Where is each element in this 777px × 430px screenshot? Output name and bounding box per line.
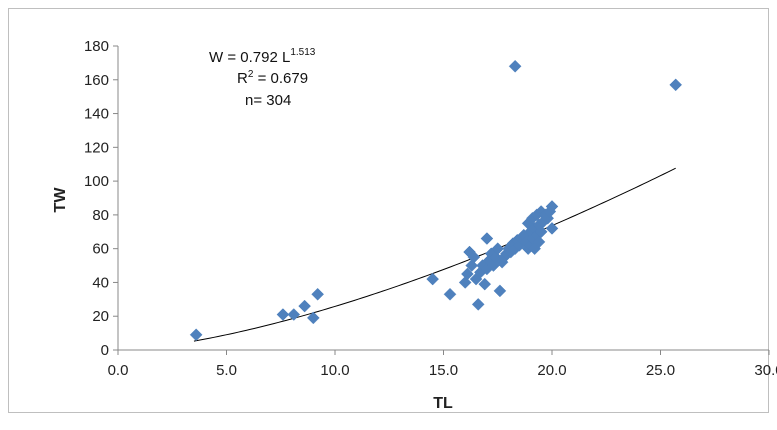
y-tick-label: 40 (92, 274, 109, 291)
x-tick-label: 25.0 (646, 362, 675, 379)
data-point (669, 78, 683, 92)
sample-size-label: n= 304 (245, 92, 291, 109)
data-point (508, 59, 522, 73)
equation-exponent: 1.513 (290, 47, 315, 58)
data-points (189, 59, 683, 342)
r-squared-sup: 2 (248, 69, 254, 80)
data-point (532, 235, 546, 249)
x-tick-label: 0.0 (108, 362, 129, 379)
y-axis-title: TW (52, 187, 69, 213)
x-axis-title: TL (433, 395, 453, 412)
data-point (306, 311, 320, 325)
data-point (287, 308, 301, 321)
data-point (461, 267, 474, 281)
scatter-chart: 0.0 5.0 10.0 15.0 20.0 25.0 30.0 0 20 40 60 80 100 12… (52, 38, 777, 412)
data-point (493, 284, 507, 298)
power-trendline (193, 167, 676, 342)
y-tick-label: 80 (92, 207, 109, 224)
data-point (534, 225, 548, 239)
chart-frame: 0.0 5.0 10.0 15.0 20.0 25.0 30.0 0 20 40 60 80 100 12… (8, 8, 777, 413)
r-squared-r: R (237, 70, 248, 87)
data-point (276, 308, 290, 321)
data-point (189, 328, 203, 342)
x-tick-label: 20.0 (537, 362, 566, 379)
data-point (443, 287, 457, 301)
equation-main: W = 0.792 L (209, 49, 290, 66)
x-tick-label: 15.0 (429, 362, 458, 379)
x-tick-label: 10.0 (320, 362, 349, 379)
y-tick-label: 140 (84, 106, 109, 123)
x-tick-label: 5.0 (216, 362, 237, 379)
data-point (545, 222, 559, 235)
y-tick-label: 160 (84, 72, 109, 89)
data-point (545, 200, 559, 213)
axes (117, 46, 769, 351)
y-tick-label: 20 (92, 308, 109, 325)
equation-label: W = 0.792 L1.513 (209, 47, 316, 66)
data-point (478, 277, 492, 291)
x-tick-label: 30.0 (754, 362, 777, 379)
data-point (298, 299, 311, 313)
y-tick-label: 60 (92, 241, 109, 258)
data-point (467, 250, 481, 264)
data-point (471, 298, 485, 311)
data-point (491, 242, 505, 256)
trendline (193, 167, 676, 342)
r-squared-value: = 0.679 (253, 70, 308, 87)
y-tick-label: 100 (84, 173, 109, 190)
r-squared-label: R2 = 0.679 (237, 69, 308, 87)
ticks: 0.0 5.0 10.0 15.0 20.0 25.0 30.0 0 20 40 60 80 100 12… (84, 38, 777, 379)
y-tick-label: 180 (84, 38, 109, 55)
y-tick-label: 120 (84, 139, 109, 156)
data-point (426, 272, 440, 286)
y-tick-label: 0 (101, 342, 109, 359)
data-point (480, 232, 494, 245)
data-point (311, 287, 324, 301)
